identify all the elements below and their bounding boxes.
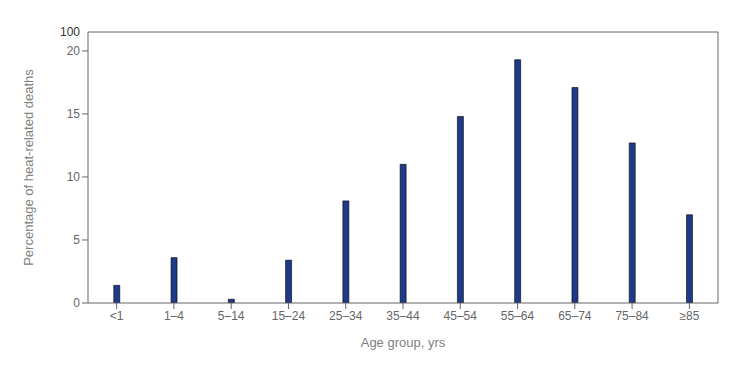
svg-text:55–64: 55–64 [501,309,535,323]
svg-text:20: 20 [67,44,81,58]
svg-text:≥85: ≥85 [679,309,699,323]
svg-text:<1: <1 [110,309,124,323]
svg-text:15: 15 [67,107,81,121]
svg-text:65–74: 65–74 [558,309,592,323]
svg-text:1–4: 1–4 [164,309,184,323]
svg-text:10: 10 [67,170,81,184]
svg-text:45–54: 45–54 [444,309,478,323]
svg-text:25–34: 25–34 [329,309,363,323]
svg-text:75–84: 75–84 [615,309,649,323]
svg-text:0: 0 [73,296,80,310]
svg-text:5: 5 [73,233,80,247]
svg-text:Percentage of heat-related dea: Percentage of heat-related deaths [21,69,36,266]
svg-text:5–14: 5–14 [218,309,245,323]
svg-text:100: 100 [60,25,80,39]
svg-text:35–44: 35–44 [386,309,420,323]
svg-text:15–24: 15–24 [272,309,306,323]
svg-text:Age group, yrs: Age group, yrs [361,335,446,350]
